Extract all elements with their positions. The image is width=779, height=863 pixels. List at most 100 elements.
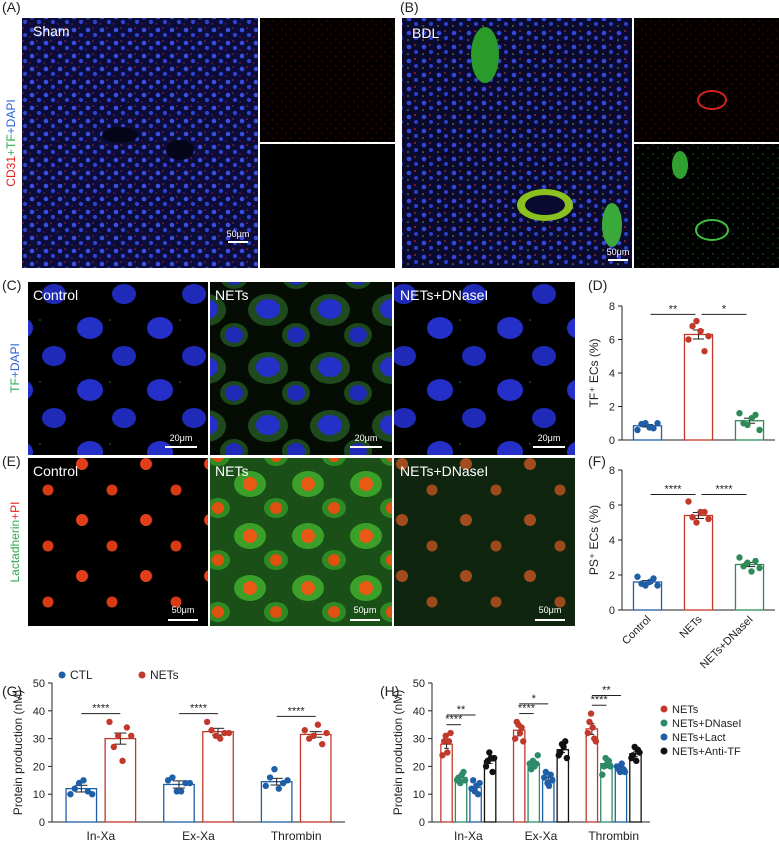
data-point (589, 724, 596, 731)
stain-part: +PI (8, 501, 22, 519)
panel-label: (D) (588, 277, 607, 293)
x-tick-label: In-Xa (454, 829, 483, 843)
y-tick-label: 50 (413, 678, 425, 690)
data-point (71, 785, 78, 792)
bar (629, 753, 642, 823)
y-tick-label: 20 (413, 761, 425, 773)
data-point (314, 721, 322, 728)
panel-label: (A) (2, 0, 21, 15)
vessel (602, 203, 622, 247)
group-label: NETs (215, 463, 248, 479)
data-point (203, 718, 211, 726)
panel-label: (H) (380, 683, 399, 699)
y-tick-label: 20 (33, 761, 45, 773)
data-point (560, 743, 567, 751)
data-point (701, 348, 708, 355)
y-tick-label: 6 (609, 500, 615, 512)
data-point (217, 735, 224, 742)
legend-marker (660, 733, 668, 741)
data-point (654, 420, 661, 427)
significance-label: ** (457, 704, 466, 716)
data-point (442, 732, 449, 740)
significance-label: ** (669, 303, 678, 315)
data-point (592, 738, 600, 745)
micrograph-bdl-green (634, 144, 779, 268)
data-point (705, 515, 712, 523)
data-point (520, 738, 527, 745)
data-point (736, 410, 743, 417)
stain-part: +DAPI (4, 99, 18, 134)
data-point (701, 508, 708, 516)
bar (299, 733, 332, 823)
legend-marker (660, 719, 668, 727)
significance-label: * (532, 693, 537, 705)
data-point (621, 768, 629, 776)
x-tick-label: Thrombin (588, 829, 639, 843)
data-point (106, 718, 113, 726)
stain-part: TF (8, 378, 22, 393)
x-tick-label: Thrombin (271, 829, 322, 843)
data-point (461, 777, 469, 784)
y-tick-label: 4 (609, 535, 615, 547)
y-tick-label: 50 (33, 678, 45, 690)
scale-label: 50μm (227, 229, 250, 239)
significance-label: **** (445, 714, 463, 726)
stain-part: Lactadherin (8, 520, 22, 583)
legend-label: NETs+Lact (672, 732, 726, 744)
data-point (557, 749, 564, 756)
data-point (599, 771, 606, 778)
data-point (693, 317, 700, 325)
data-point (284, 777, 291, 784)
significance-label: **** (715, 484, 733, 496)
legend-marker (138, 671, 146, 679)
image-label: BDL (412, 25, 439, 41)
data-point (756, 564, 763, 572)
panel-label: (F) (588, 453, 606, 469)
data-point (584, 729, 592, 737)
data-point (654, 582, 661, 589)
stain-part: CD31 (4, 156, 18, 187)
micrograph-sham (22, 18, 258, 268)
group-label: NETs+DNaseI (400, 287, 488, 303)
data-point (545, 782, 553, 790)
legend-label: NETs (150, 668, 179, 682)
data-point (457, 779, 464, 787)
group-label: NETs+DNaseI (400, 463, 488, 479)
y-tick-label: 6 (609, 335, 615, 347)
data-point (490, 754, 498, 762)
y-tick-label: 10 (33, 789, 45, 801)
legend-label: CTL (70, 668, 93, 682)
data-point (67, 791, 74, 798)
scale-label: 50μm (607, 247, 630, 257)
scale-label: 20μm (538, 433, 561, 443)
data-point (262, 782, 269, 790)
scale-label: 50μm (172, 605, 195, 615)
y-tick-label: 8 (609, 465, 615, 477)
data-point (511, 735, 519, 742)
data-point (271, 765, 278, 773)
data-point (642, 420, 649, 427)
data-point (744, 559, 751, 566)
y-axis-label: Protein production (nM) (391, 690, 405, 815)
data-point (301, 727, 309, 734)
scale-label: 50μm (539, 605, 562, 615)
stain-label: Lactadherin+PI (8, 501, 22, 582)
data-point (110, 743, 118, 751)
data-point (440, 738, 448, 745)
data-point (736, 554, 743, 561)
data-point (586, 718, 593, 726)
data-point (486, 749, 493, 756)
x-tick-label: Control (620, 614, 654, 648)
scale-label: 20μm (170, 433, 193, 443)
stain-part: +DAPI (8, 343, 22, 378)
data-point (469, 777, 477, 784)
data-point (319, 740, 326, 748)
data-point (629, 752, 637, 759)
data-point (482, 763, 490, 770)
vessel (695, 219, 729, 241)
data-point (114, 732, 122, 740)
bar (527, 762, 541, 823)
panel-label: (G) (2, 683, 22, 699)
data-point (689, 514, 696, 521)
